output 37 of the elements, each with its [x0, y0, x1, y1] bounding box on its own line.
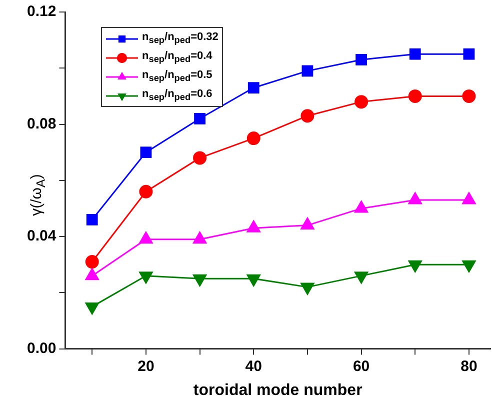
- point: [85, 255, 99, 269]
- point: [86, 214, 98, 226]
- point: [463, 48, 475, 60]
- x-axis-title: toroidal mode number: [193, 382, 362, 399]
- point: [408, 260, 422, 272]
- point: [462, 89, 476, 103]
- y-tick-label: 0.08: [26, 115, 56, 132]
- point: [192, 274, 207, 286]
- point: [409, 48, 421, 60]
- text: 0.00: [26, 340, 56, 357]
- legend-label: n$_{sep}$/n$_{ped}$=0.6: [142, 88, 212, 103]
- point: [246, 274, 260, 286]
- x-tick-label: 40: [245, 358, 262, 375]
- point: [139, 184, 153, 198]
- point: [248, 82, 260, 94]
- point: [354, 272, 368, 284]
- point: [139, 272, 153, 284]
- point: [356, 54, 367, 66]
- y-tick-label: 0.12: [26, 3, 56, 20]
- point: [300, 282, 314, 295]
- point: [300, 109, 314, 123]
- x-tick-label: 60: [352, 358, 370, 375]
- point: [462, 260, 476, 272]
- x-tick-label: 80: [460, 358, 478, 375]
- legend-label: n$_{sep}$/n$_{ped}$=0.5: [142, 69, 212, 84]
- legend-label: n$_{sep}$/n$_{ped}$=0.4: [142, 50, 212, 65]
- point: [193, 151, 207, 165]
- point: [408, 89, 422, 103]
- y-tick-label: 0.04: [26, 228, 57, 245]
- x-tick-label: 20: [138, 358, 154, 375]
- point: [246, 132, 260, 146]
- point: [194, 112, 206, 124]
- point: [354, 95, 368, 109]
- point: [140, 146, 152, 158]
- point: [85, 302, 99, 314]
- legend-label: n$_{sep}$/n$_{ped}$=0.32: [142, 31, 218, 46]
- point: [302, 65, 314, 77]
